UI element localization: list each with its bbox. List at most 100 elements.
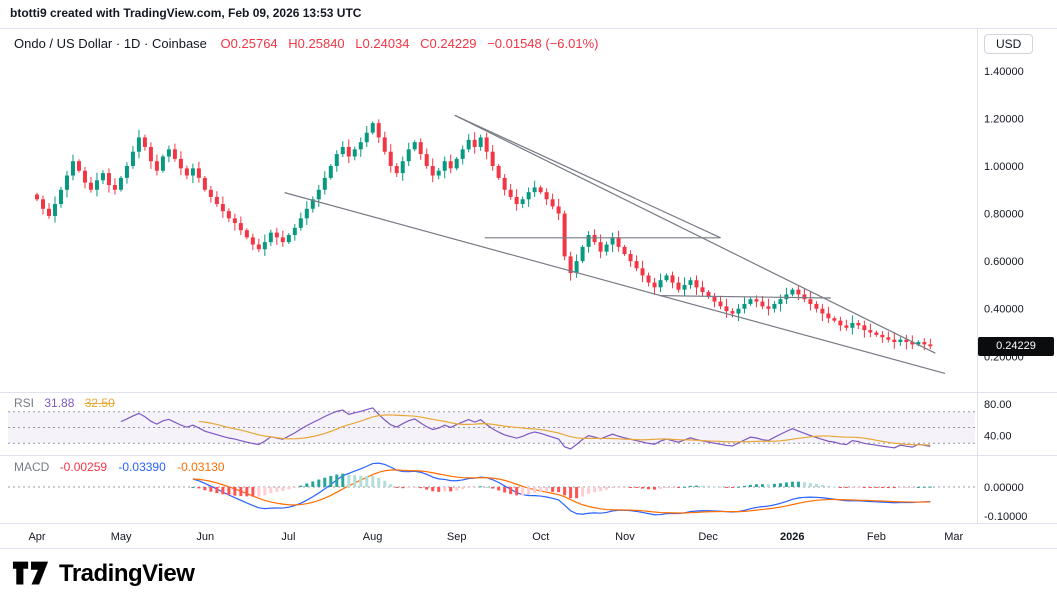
- macd-histogram-bar: [724, 486, 728, 488]
- candle-body: [712, 296, 717, 302]
- trendline[interactable]: [659, 295, 831, 299]
- candle-body: [310, 199, 315, 209]
- candle-body: [82, 170, 87, 183]
- macd-histogram-bar: [269, 486, 273, 494]
- symbol-title[interactable]: Ondo / US Dollar · 1D · Coinbase: [14, 36, 207, 51]
- candle-body: [466, 139, 471, 150]
- macd-histogram-bar: [629, 486, 633, 488]
- rsi-axis-tick: 40.00: [984, 430, 1012, 442]
- candle-body: [454, 158, 459, 169]
- candle-body: [898, 339, 903, 343]
- candles-layer[interactable]: [35, 119, 933, 351]
- candle-body: [664, 275, 669, 281]
- candle-body: [574, 261, 579, 274]
- macd-histogram-bar: [868, 486, 872, 488]
- candle-body: [532, 187, 537, 193]
- candle-body: [172, 149, 177, 159]
- trendline[interactable]: [284, 192, 946, 375]
- candle-body: [694, 280, 699, 288]
- candle-body: [238, 223, 243, 231]
- macd-histogram-bar: [281, 486, 285, 491]
- candle-body: [112, 185, 117, 190]
- candle-body: [604, 244, 609, 252]
- currency-unit-button[interactable]: USD: [984, 34, 1034, 54]
- candle-body: [826, 313, 831, 319]
- last-price-badge: 0.24229: [978, 336, 1054, 356]
- candle-body: [904, 339, 909, 343]
- candle-body: [796, 289, 801, 295]
- macd-histogram-bar: [671, 486, 675, 488]
- time-axis[interactable]: Apr May Jun Jul Aug Sep Oct Nov Dec 2026 Feb Mar: [28, 531, 963, 543]
- candle-body: [820, 308, 825, 314]
- candle-body: [334, 154, 339, 166]
- candle-body: [298, 218, 303, 228]
- candle-body: [322, 177, 327, 190]
- candle-body: [340, 146, 345, 155]
- macd-histogram-bar: [635, 486, 639, 489]
- macd-histogram-bar: [293, 486, 297, 488]
- macd-histogram-bar: [862, 486, 866, 488]
- candle-body: [70, 161, 75, 176]
- time-axis-label: Oct: [532, 531, 549, 543]
- candle-body: [790, 289, 795, 295]
- tradingview-logo[interactable]: TradingView: [12, 560, 195, 588]
- trendline[interactable]: [454, 114, 721, 239]
- macd-histogram-bar: [197, 486, 201, 489]
- rsi-legend: RSI 31.88 32.50: [14, 396, 115, 410]
- candle-body: [382, 137, 387, 152]
- ohlc-high: H0.25840: [288, 36, 345, 51]
- candle-body: [832, 318, 837, 321]
- macd-histogram-bar: [515, 486, 519, 496]
- macd-histogram-bar: [928, 486, 932, 488]
- macd-histogram-bar: [521, 486, 525, 496]
- candle-body: [646, 275, 651, 283]
- macd-label[interactable]: MACD: [14, 460, 50, 474]
- trendline[interactable]: [454, 114, 936, 354]
- candle-body: [880, 334, 885, 338]
- macd-histogram-bar: [377, 477, 381, 487]
- macd-pane[interactable]: 0.00000 -0.10000: [8, 462, 1027, 523]
- candle-body: [142, 137, 147, 147]
- macd-histogram-bar: [413, 486, 417, 488]
- rsi-line: [120, 407, 931, 450]
- candle-body: [124, 165, 129, 178]
- macd-histogram-bar: [557, 486, 561, 493]
- candle-body: [418, 142, 423, 155]
- candle-body: [478, 137, 483, 147]
- price-axis-tick: 0.60000: [984, 256, 1024, 268]
- candle-body: [41, 199, 46, 209]
- macd-histogram-bar: [335, 474, 339, 487]
- macd-histogram-bar: [545, 486, 549, 492]
- macd-histogram-bar: [922, 486, 926, 488]
- macd-histogram-bar: [826, 485, 830, 487]
- candle-body: [562, 213, 567, 257]
- macd-histogram-bar: [353, 475, 357, 487]
- price-axis[interactable]: 1.40000 1.20000 1.00000 0.80000 0.60000 0.400…: [984, 66, 1024, 363]
- candle-body: [874, 332, 879, 335]
- candle-body: [736, 308, 741, 314]
- time-axis-label: Aug: [363, 531, 383, 543]
- macd-histogram-bar: [784, 482, 788, 487]
- candle-body: [526, 192, 531, 200]
- candle-body: [640, 268, 645, 276]
- rsi-pane[interactable]: 80.00 40.00: [8, 399, 1012, 450]
- macd-signal-line: [192, 469, 931, 514]
- candle-body: [718, 301, 723, 307]
- candle-body: [148, 146, 153, 162]
- macd-histogram-bar: [209, 486, 213, 492]
- macd-histogram-bar: [533, 486, 537, 493]
- candle-body: [286, 234, 291, 243]
- macd-histogram-bar: [317, 479, 321, 487]
- macd-histogram-bar: [850, 486, 854, 488]
- candle-body: [358, 142, 363, 150]
- macd-histogram-bar: [497, 486, 501, 491]
- macd-line: [192, 462, 931, 516]
- macd-histogram-bar: [479, 486, 483, 488]
- macd-histogram-bar: [491, 486, 495, 489]
- macd-histogram-bar: [677, 486, 681, 488]
- macd-histogram-bar: [359, 475, 363, 487]
- rsi-label[interactable]: RSI: [14, 396, 35, 410]
- candle-body: [244, 230, 249, 238]
- macd-histogram-bar: [371, 475, 375, 487]
